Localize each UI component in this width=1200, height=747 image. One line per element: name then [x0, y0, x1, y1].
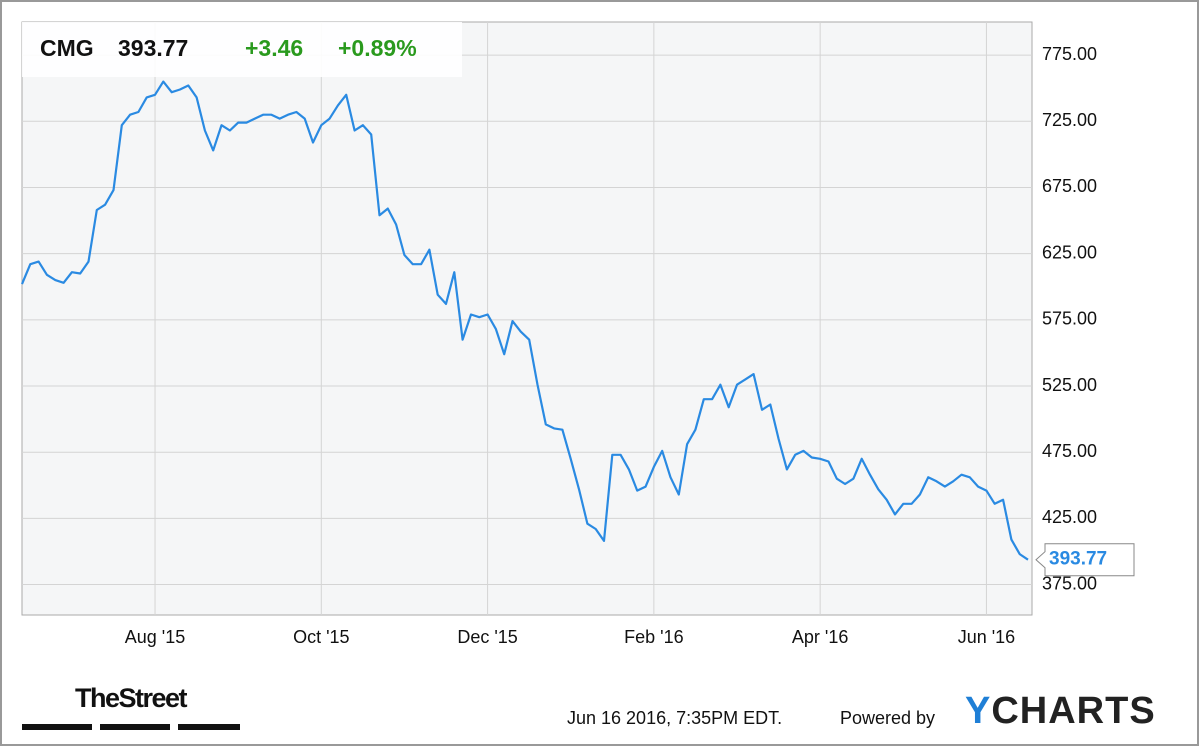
- powered-by: Powered by: [840, 708, 935, 728]
- y-tick-label: 425.00: [1042, 507, 1097, 527]
- quote-box: [22, 22, 462, 77]
- change: +3.46: [245, 35, 303, 61]
- x-tick-label: Aug '15: [125, 627, 186, 647]
- change-pct: +0.89%: [338, 35, 417, 61]
- brand-bar: [178, 724, 240, 730]
- timestamp: Jun 16 2016, 7:35PM EDT.: [567, 708, 782, 728]
- x-tick-label: Apr '16: [792, 627, 848, 647]
- plot-area: [21, 21, 1033, 616]
- last-value-label: 393.77: [1049, 549, 1107, 570]
- provider-logo: YCHARTS: [965, 690, 1156, 732]
- brand: TheStreet: [75, 683, 188, 713]
- x-tick-label: Oct '15: [293, 627, 349, 647]
- price-line: [20, 80, 1029, 561]
- brand-bar: [100, 724, 170, 730]
- y-tick-label: 675.00: [1042, 176, 1097, 196]
- y-tick-label: 475.00: [1042, 441, 1097, 461]
- y-tick-label: 525.00: [1042, 375, 1097, 395]
- last-value-box: [1035, 543, 1135, 577]
- x-tick-label: Jun '16: [958, 627, 1015, 647]
- brand-bar: [22, 724, 92, 730]
- y-tick-label: 775.00: [1042, 44, 1097, 64]
- y-tick-label: 575.00: [1042, 309, 1097, 329]
- x-tick-label: Dec '15: [457, 627, 517, 647]
- y-tick-label: 375.00: [1042, 573, 1097, 593]
- ticker: CMG: [40, 35, 94, 61]
- price: 393.77: [118, 35, 188, 61]
- x-tick-label: Feb '16: [624, 627, 683, 647]
- y-tick-label: 625.00: [1042, 242, 1097, 262]
- y-tick-label: 725.00: [1042, 110, 1097, 130]
